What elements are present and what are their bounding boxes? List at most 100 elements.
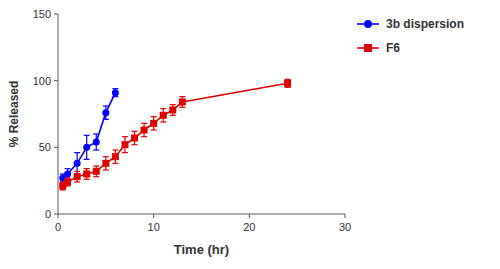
legend-marker xyxy=(364,44,372,52)
error-bar-cap xyxy=(132,131,138,132)
data-point xyxy=(102,109,109,116)
chart-svg: 0102030050100150Time (hr)% Released3b di… xyxy=(0,0,500,269)
error-bar-cap xyxy=(103,105,109,106)
data-point xyxy=(74,173,81,180)
error-bar-cap xyxy=(74,181,80,182)
error-bar-cap xyxy=(285,87,291,88)
error-bar xyxy=(74,171,80,182)
error-bar xyxy=(93,166,99,177)
y-tick-label: 100 xyxy=(33,75,51,87)
legend-marker xyxy=(364,20,372,28)
legend-label: 3b dispersion xyxy=(386,17,464,31)
y-tick-label: 0 xyxy=(45,208,51,220)
error-bar-cap xyxy=(151,129,157,130)
error-bar-cap xyxy=(84,168,90,169)
data-point xyxy=(179,99,186,106)
error-bar-cap xyxy=(103,156,109,157)
x-tick-label: 10 xyxy=(148,221,160,233)
data-point xyxy=(150,120,157,127)
error-bar-cap xyxy=(93,165,99,166)
error-bar-cap xyxy=(74,171,80,172)
error-bar-cap xyxy=(84,135,90,136)
data-point xyxy=(160,112,167,119)
error-bar xyxy=(93,134,99,150)
data-point xyxy=(93,168,100,175)
error-bar-cap xyxy=(170,115,176,116)
error-bar xyxy=(65,169,71,180)
data-point xyxy=(102,160,109,167)
series-line xyxy=(63,83,288,186)
series-1 xyxy=(59,79,291,190)
x-tick xyxy=(249,214,250,218)
error-bar xyxy=(285,79,291,87)
data-point xyxy=(64,179,71,186)
data-point xyxy=(64,171,71,178)
error-bar-cap xyxy=(84,179,90,180)
x-tick xyxy=(345,214,346,218)
error-bar-cap xyxy=(170,104,176,105)
error-bar xyxy=(65,178,71,186)
error-bar-cap xyxy=(160,108,166,109)
error-bar xyxy=(112,89,118,97)
error-bar xyxy=(170,105,176,116)
error-bar xyxy=(112,150,118,163)
data-point xyxy=(121,141,128,148)
error-bar-cap xyxy=(74,152,80,153)
error-bar xyxy=(132,131,138,144)
x-axis-label: Time (hr) xyxy=(174,242,229,257)
error-bar xyxy=(160,109,166,122)
error-bar-cap xyxy=(84,159,90,160)
error-bar-cap xyxy=(112,163,118,164)
error-bar-cap xyxy=(65,168,71,169)
error-bar-cap xyxy=(93,149,99,150)
data-point xyxy=(284,80,291,87)
series-line xyxy=(63,93,116,178)
y-tick xyxy=(54,80,58,81)
x-tick-label: 0 xyxy=(55,221,61,233)
data-point xyxy=(131,135,138,142)
error-bar xyxy=(103,106,109,119)
error-bar-cap xyxy=(93,133,99,134)
legend: 3b dispersion F6 xyxy=(357,17,464,55)
error-bar xyxy=(74,153,80,174)
error-bar-cap xyxy=(112,96,118,97)
error-bar-cap xyxy=(179,107,185,108)
y-axis-label: % Released xyxy=(7,81,21,148)
series-0 xyxy=(59,89,119,182)
error-bar-cap xyxy=(122,136,128,137)
error-bar-cap xyxy=(285,79,291,80)
x-tick xyxy=(153,214,154,218)
error-bar-cap xyxy=(65,177,71,178)
error-bar-cap xyxy=(60,189,66,190)
error-bar-cap xyxy=(160,121,166,122)
error-bar-cap xyxy=(112,88,118,89)
y-tick xyxy=(54,214,58,215)
data-point xyxy=(93,139,100,146)
y-tick-label: 50 xyxy=(39,141,51,153)
data-point xyxy=(112,153,119,160)
error-bar xyxy=(103,157,109,170)
chart-container: 0102030050100150Time (hr)% Released3b di… xyxy=(0,0,500,269)
axes: 0102030050100150 xyxy=(33,8,351,233)
x-tick xyxy=(58,214,59,218)
error-bar xyxy=(179,97,185,108)
y-tick xyxy=(54,147,58,148)
error-bar-cap xyxy=(151,116,157,117)
data-point xyxy=(112,89,119,96)
error-bar-cap xyxy=(132,144,138,145)
x-tick-label: 20 xyxy=(243,221,255,233)
error-bar xyxy=(141,123,147,136)
error-bar-cap xyxy=(122,152,128,153)
error-bar-cap xyxy=(103,119,109,120)
x-tick-label: 30 xyxy=(339,221,351,233)
x-axis-line xyxy=(58,214,345,215)
error-bar-cap xyxy=(103,169,109,170)
plot-area xyxy=(59,79,291,190)
error-bar xyxy=(84,135,90,159)
data-point xyxy=(83,171,90,178)
error-bar-cap xyxy=(93,176,99,177)
y-tick xyxy=(54,14,58,15)
data-point xyxy=(169,107,176,114)
legend-label: F6 xyxy=(386,41,400,55)
data-point xyxy=(141,127,148,134)
